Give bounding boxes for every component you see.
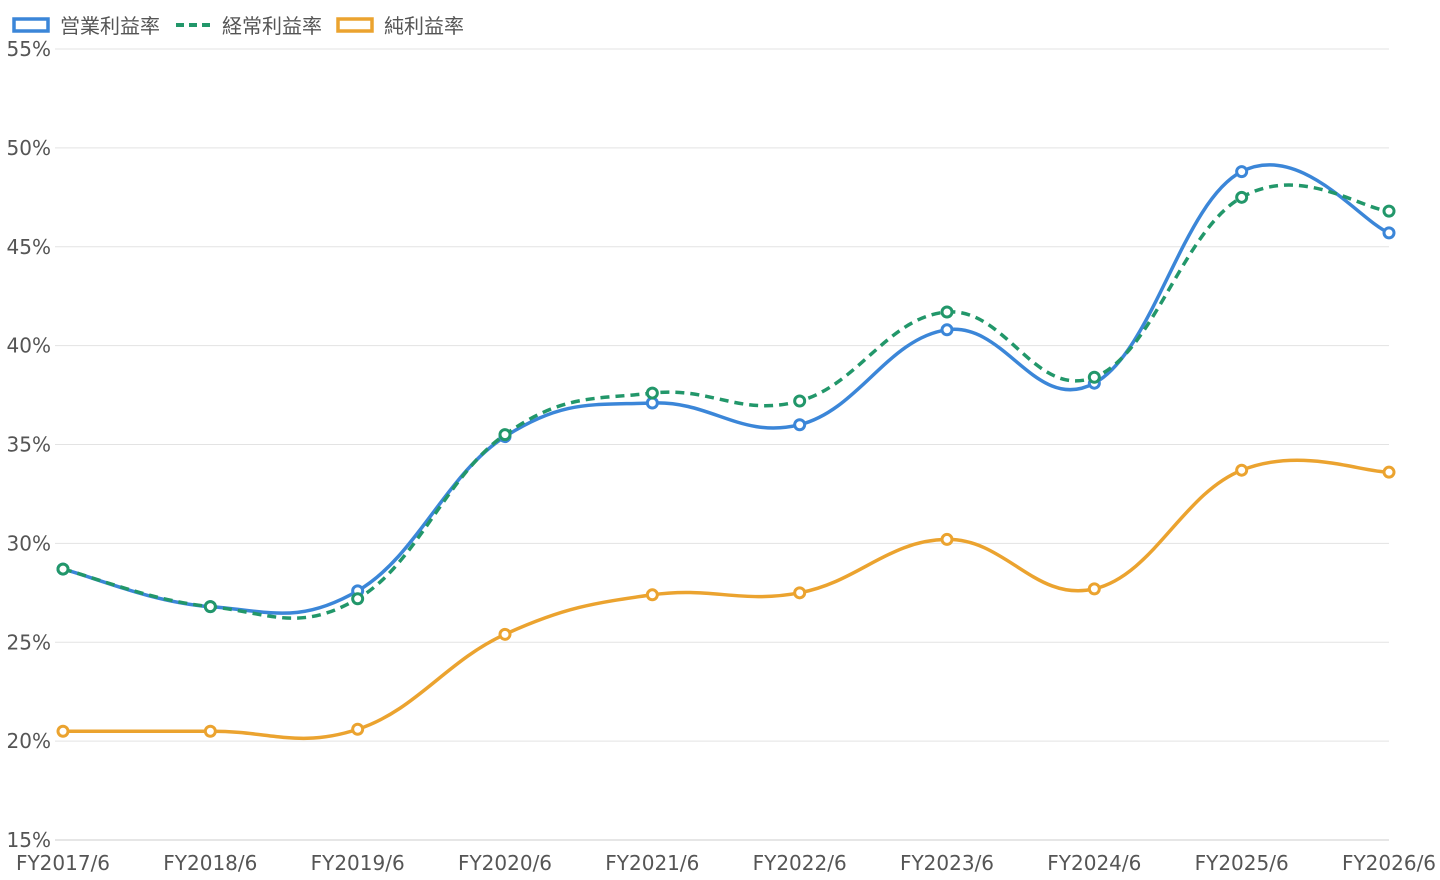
x-tick-label: FY2022/6 (753, 851, 847, 875)
x-tick-label: FY2017/6 (16, 851, 110, 875)
data-point (645, 386, 659, 400)
series-line (62, 183, 1390, 620)
data-point (793, 586, 807, 600)
series-line (62, 163, 1390, 615)
data-point (1382, 204, 1396, 218)
data-point (1382, 226, 1396, 240)
legend-item: 経常利益率 (176, 14, 322, 38)
legend-item: 営業利益率 (12, 14, 160, 38)
data-point (793, 418, 807, 432)
legend-label: 営業利益率 (60, 14, 160, 38)
data-point (1087, 582, 1101, 596)
data-point (793, 394, 807, 408)
data-point (1235, 165, 1249, 179)
y-tick-label: 35% (7, 433, 51, 457)
data-point (940, 532, 954, 546)
y-tick-label: 45% (7, 235, 51, 259)
data-point (498, 428, 512, 442)
y-tick-label: 40% (7, 334, 51, 358)
data-point (645, 588, 659, 602)
x-tick-label: FY2019/6 (311, 851, 405, 875)
x-tick-label: FY2024/6 (1047, 851, 1141, 875)
y-tick-label: 15% (7, 828, 51, 852)
data-point (203, 724, 217, 738)
data-point (940, 323, 954, 337)
data-point (351, 592, 365, 606)
x-tick-label: FY2025/6 (1195, 851, 1289, 875)
y-tick-label: 25% (7, 630, 51, 654)
data-point (940, 305, 954, 319)
data-point (1235, 190, 1249, 204)
x-tick-label: FY2023/6 (900, 851, 994, 875)
y-tick-label: 20% (7, 729, 51, 753)
data-point (1235, 463, 1249, 477)
legend-label: 純利益率 (384, 14, 464, 38)
x-tick-label: FY2026/6 (1342, 851, 1436, 875)
legend-swatch (336, 17, 374, 33)
x-tick-label: FY2020/6 (458, 851, 552, 875)
x-tick-label: FY2018/6 (163, 851, 257, 875)
data-point (56, 562, 70, 576)
data-point (351, 722, 365, 736)
legend-label: 経常利益率 (222, 14, 322, 38)
legend-item: 純利益率 (336, 14, 464, 38)
y-tick-label: 50% (7, 136, 51, 160)
data-point (56, 724, 70, 738)
series-line (62, 458, 1390, 741)
y-tick-label: 30% (7, 531, 51, 555)
data-point (1087, 370, 1101, 384)
data-point (498, 627, 512, 641)
x-tick-label: FY2021/6 (605, 851, 699, 875)
legend-swatch (12, 17, 50, 33)
data-point (203, 600, 217, 614)
y-tick-label: 55% (7, 37, 51, 61)
data-point (1382, 465, 1396, 479)
